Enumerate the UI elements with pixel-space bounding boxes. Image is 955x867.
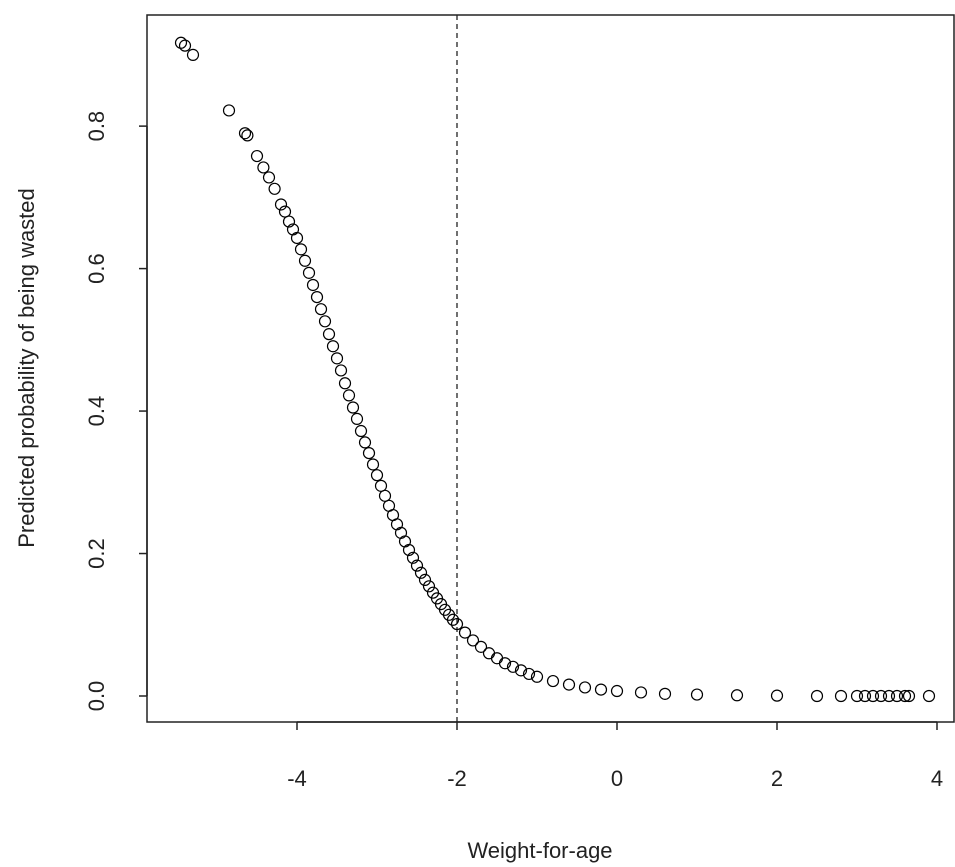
point: [730, 689, 744, 702]
point: [330, 352, 344, 365]
point: [610, 684, 624, 698]
point: [594, 683, 608, 696]
point: [306, 278, 320, 292]
point: [922, 689, 936, 703]
point: [406, 551, 420, 564]
point: [374, 479, 388, 492]
x-axis-label: Weight-for-age: [467, 838, 612, 863]
x-tick-label: 4: [931, 766, 943, 791]
point: [902, 689, 916, 703]
point: [874, 689, 888, 703]
point: [398, 535, 412, 548]
point: [858, 689, 872, 703]
point: [268, 182, 281, 195]
y-axis-label: Predicted probability of being wasted: [14, 188, 39, 548]
point: [578, 681, 592, 694]
point: [690, 688, 704, 701]
point: [250, 149, 264, 163]
point: [174, 36, 188, 49]
point: [410, 559, 424, 572]
point: [394, 526, 408, 539]
y-tick-label: 0.6: [84, 253, 109, 284]
x-tick-label: -4: [287, 766, 307, 791]
point: [334, 364, 348, 377]
point: [362, 446, 376, 460]
x-tick-label: -2: [447, 766, 467, 791]
point: [498, 657, 512, 670]
point: [186, 48, 200, 61]
point: [458, 626, 472, 639]
point: [850, 689, 864, 703]
point: [866, 689, 880, 703]
y-tick-label: 0.2: [84, 538, 109, 569]
plot-box: [146, 14, 955, 723]
point: [358, 436, 372, 449]
point: [422, 580, 436, 593]
y-tick-label: 0.8: [84, 111, 109, 142]
point: [370, 469, 384, 482]
point: [658, 687, 672, 700]
point: [450, 617, 464, 631]
point: [546, 674, 560, 688]
point: [366, 458, 380, 471]
point: [634, 686, 648, 699]
point: [338, 377, 352, 390]
point: [257, 161, 270, 174]
point: [294, 243, 308, 256]
point: [506, 660, 520, 673]
point: [466, 634, 480, 647]
point: [178, 39, 192, 52]
point: [390, 518, 404, 531]
point: [898, 689, 912, 703]
point: [262, 171, 276, 184]
point: [810, 689, 824, 703]
x-tick-label: 0: [611, 766, 623, 791]
point: [290, 231, 304, 245]
point: [882, 689, 896, 703]
y-tick-label: 0.0: [84, 681, 109, 712]
point: [514, 664, 528, 677]
point: [310, 290, 324, 304]
point: [302, 266, 316, 279]
point: [318, 315, 332, 328]
y-tick-label: 0.4: [84, 396, 109, 427]
point: [222, 104, 236, 117]
point: [354, 424, 368, 438]
point: [241, 129, 254, 142]
point: [326, 340, 340, 353]
point: [238, 127, 252, 140]
point: [834, 689, 848, 703]
point: [414, 566, 428, 579]
point: [418, 573, 432, 586]
point: [350, 412, 364, 425]
point: [378, 489, 392, 502]
point: [522, 667, 536, 681]
point: [322, 328, 336, 341]
point: [314, 303, 328, 316]
point: [770, 689, 784, 702]
point: [274, 198, 288, 211]
point: [482, 647, 496, 660]
point: [282, 215, 296, 228]
point: [346, 401, 360, 414]
x-tick-label: 2: [771, 766, 783, 791]
point: [490, 652, 504, 665]
point: [562, 678, 576, 691]
point: [890, 689, 904, 703]
point: [530, 670, 544, 683]
point: [474, 640, 488, 653]
point: [402, 543, 416, 557]
point: [298, 254, 312, 267]
point: [446, 613, 460, 626]
point: [342, 389, 356, 402]
